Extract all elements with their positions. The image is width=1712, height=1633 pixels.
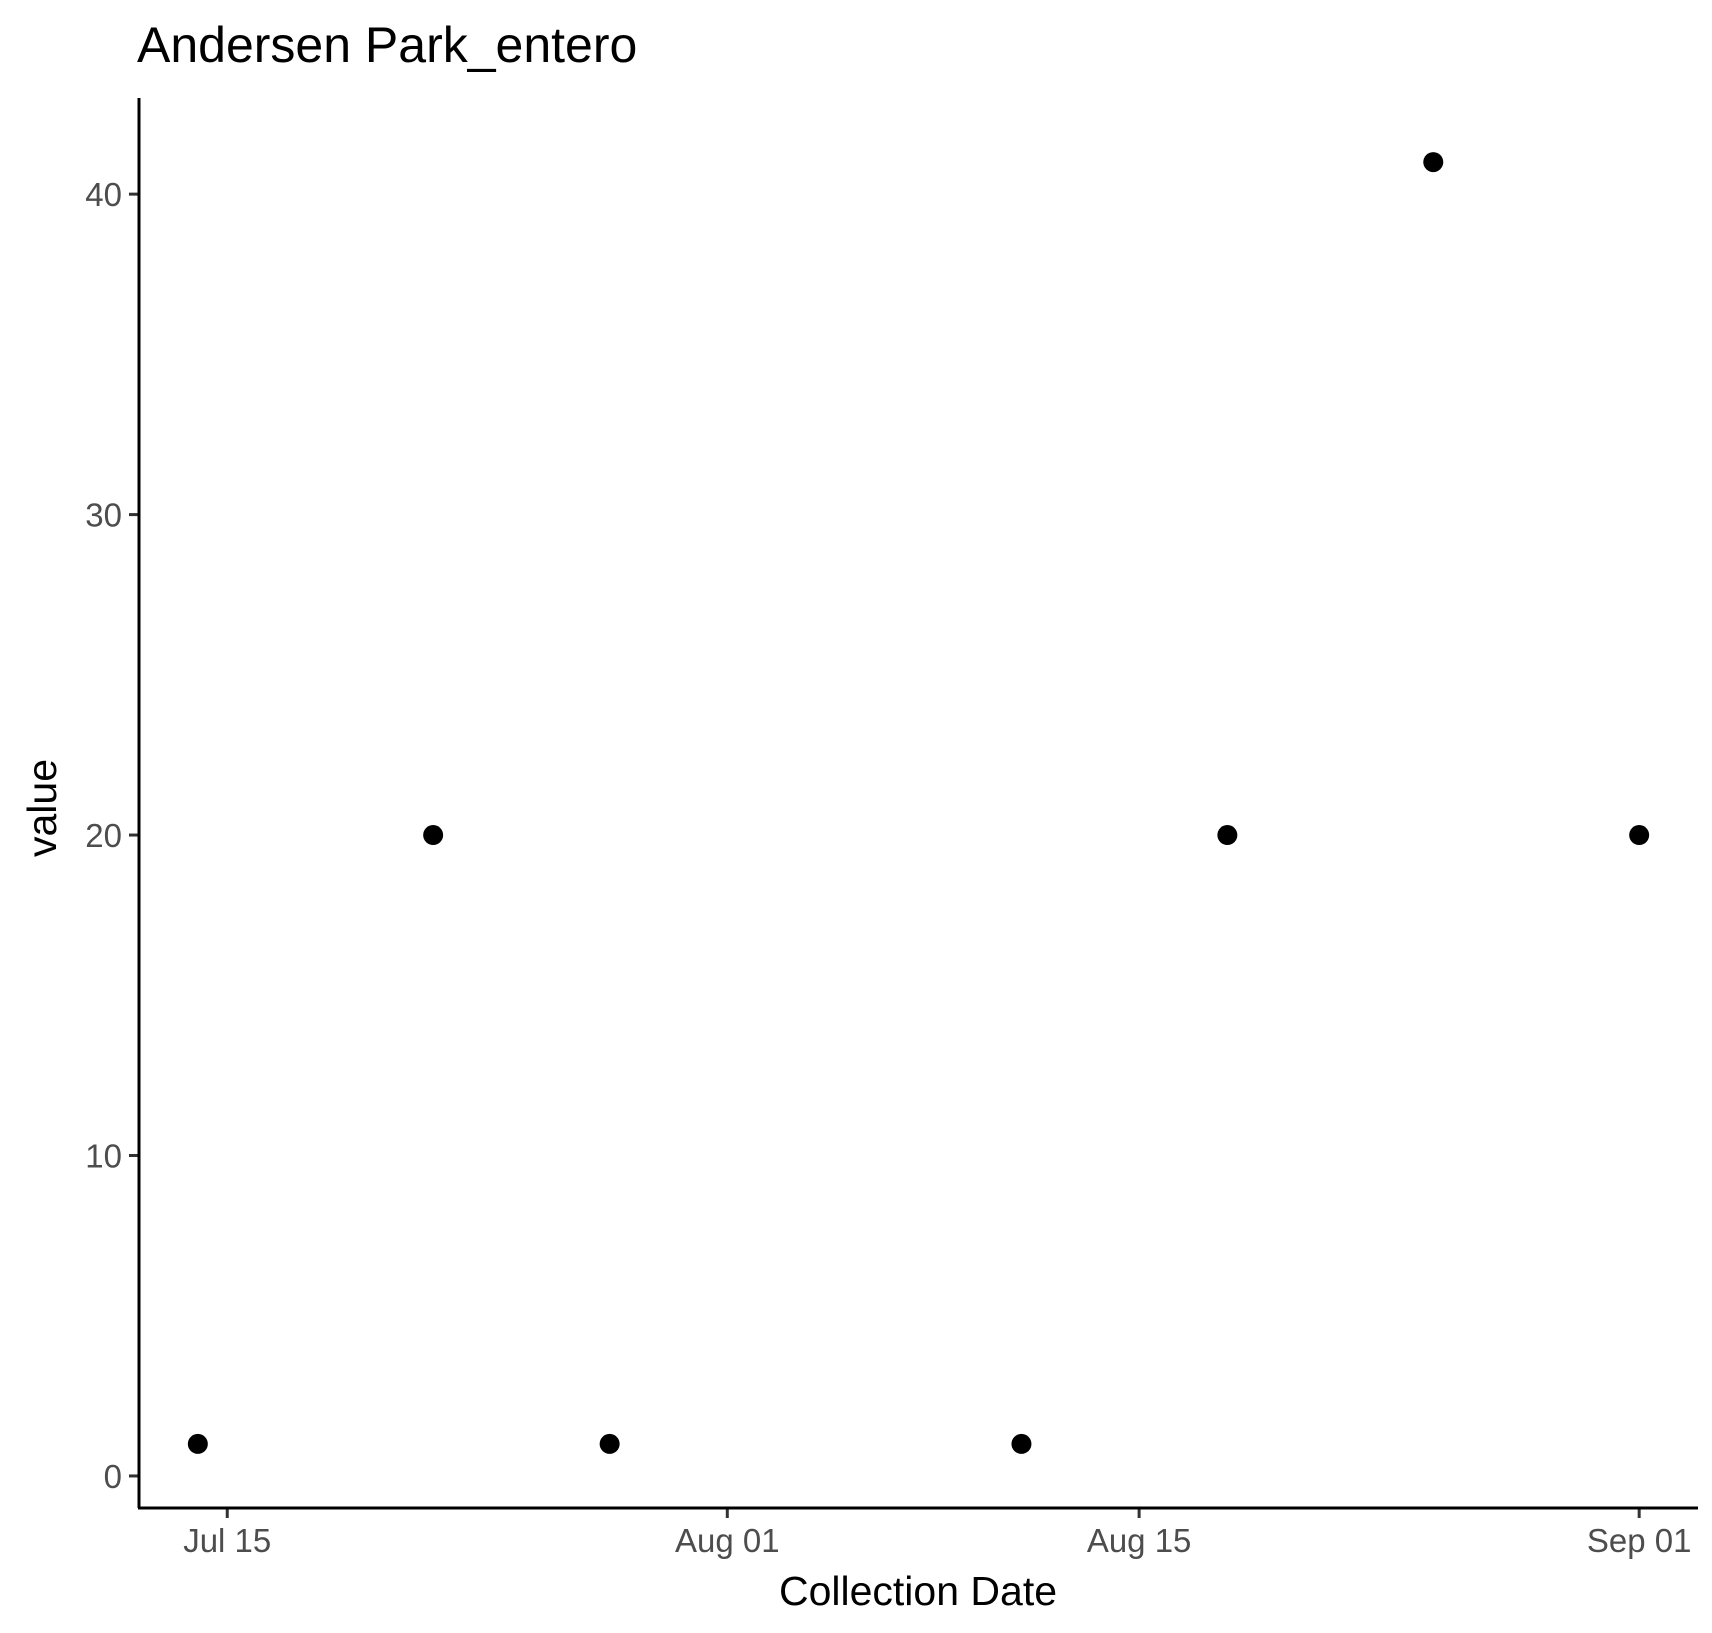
- x-tick-label: Aug 15: [1087, 1522, 1192, 1559]
- data-point: [187, 1433, 208, 1454]
- data-point: [1423, 152, 1444, 173]
- chart-title: Andersen Park_entero: [137, 17, 637, 73]
- y-tick-label: 10: [85, 1138, 122, 1175]
- y-axis-ticks: 0 10 20 30 40: [85, 176, 139, 1495]
- data-point: [1217, 825, 1238, 846]
- y-tick-label: 0: [104, 1458, 122, 1495]
- x-axis-ticks: Jul 15 Aug 01 Aug 15 Sep 01: [183, 1508, 1691, 1559]
- y-tick-label: 20: [85, 817, 122, 854]
- data-points: [187, 152, 1650, 1454]
- data-point: [1011, 1433, 1032, 1454]
- x-tick-label: Sep 01: [1587, 1522, 1692, 1559]
- y-tick-label: 30: [85, 497, 122, 534]
- y-axis-title: value: [19, 759, 65, 857]
- data-point: [599, 1433, 620, 1454]
- plot-area: 0 10 20 30 40 Jul 15 Aug 01 Aug 15 Sep 01: [85, 98, 1698, 1559]
- x-tick-label: Aug 01: [675, 1522, 780, 1559]
- x-tick-label: Jul 15: [183, 1522, 271, 1559]
- data-point: [423, 825, 444, 846]
- y-tick-label: 40: [85, 176, 122, 213]
- x-axis-title: Collection Date: [779, 1568, 1057, 1614]
- data-point: [1629, 825, 1650, 846]
